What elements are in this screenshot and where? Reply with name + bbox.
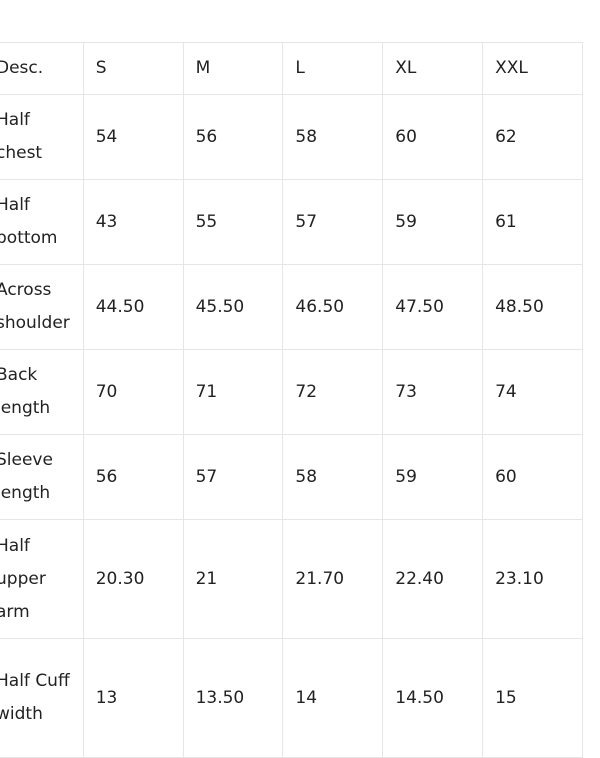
table-row: Half upper arm 20.30 21 21.70 22.40 23.10 [0,519,583,639]
value-cell: 60 [482,434,583,520]
value-cell: 57 [182,434,284,520]
table-row: Half bottom 43 55 57 59 61 [0,179,583,265]
value-cell: 13 [82,638,184,758]
value-cell: 47.50 [382,264,484,350]
table-row: Half chest 54 56 58 60 62 [0,94,583,180]
table-row: Half Cuff width 13 13.50 14 14.50 15 [0,638,583,758]
value-cell: 14 [282,638,384,758]
header-cell: XXL [482,42,583,95]
value-cell: 57 [282,179,384,265]
value-cell: 43 [82,179,184,265]
value-cell: 60 [382,94,484,180]
value-cell: 59 [382,179,484,265]
value-cell: 62 [482,94,583,180]
value-cell: 15 [482,638,583,758]
value-cell: 45.50 [182,264,284,350]
header-cell: XL [382,42,484,95]
value-cell: 58 [282,434,384,520]
value-cell: 44.50 [82,264,184,350]
value-cell: 21.70 [282,519,384,639]
value-cell: 46.50 [282,264,384,350]
value-cell: 13.50 [182,638,284,758]
value-cell: 56 [182,94,284,180]
desc-cell: Half Cuff width [0,638,84,758]
value-cell: 55 [182,179,284,265]
table-row: Across shoulder 44.50 45.50 46.50 47.50 48.50 [0,264,583,350]
value-cell: 23.10 [482,519,583,639]
header-cell: M [182,42,284,95]
value-cell: 22.40 [382,519,484,639]
size-chart-table: Desc. S M L XL XXL Half chest 54 56 58 60 62 H… [0,42,583,758]
table-row: Sleeve length 56 57 58 59 60 [0,434,583,520]
value-cell: 61 [482,179,583,265]
value-cell: 72 [282,349,384,435]
desc-cell: Half chest [0,94,84,180]
value-cell: 70 [82,349,184,435]
value-cell: 56 [82,434,184,520]
table-row: Back length 70 71 72 73 74 [0,349,583,435]
value-cell: 48.50 [482,264,583,350]
desc-cell: Back length [0,349,84,435]
value-cell: 21 [182,519,284,639]
header-cell: Desc. [0,42,84,95]
desc-cell: Half bottom [0,179,84,265]
desc-cell: Half upper arm [0,519,84,639]
value-cell: 59 [382,434,484,520]
value-cell: 54 [82,94,184,180]
header-cell: S [82,42,184,95]
value-cell: 20.30 [82,519,184,639]
desc-cell: Across shoulder [0,264,84,350]
value-cell: 71 [182,349,284,435]
value-cell: 58 [282,94,384,180]
desc-cell: Sleeve length [0,434,84,520]
header-row: Desc. S M L XL XXL [0,42,583,95]
header-cell: L [282,42,384,95]
value-cell: 73 [382,349,484,435]
value-cell: 14.50 [382,638,484,758]
value-cell: 74 [482,349,583,435]
